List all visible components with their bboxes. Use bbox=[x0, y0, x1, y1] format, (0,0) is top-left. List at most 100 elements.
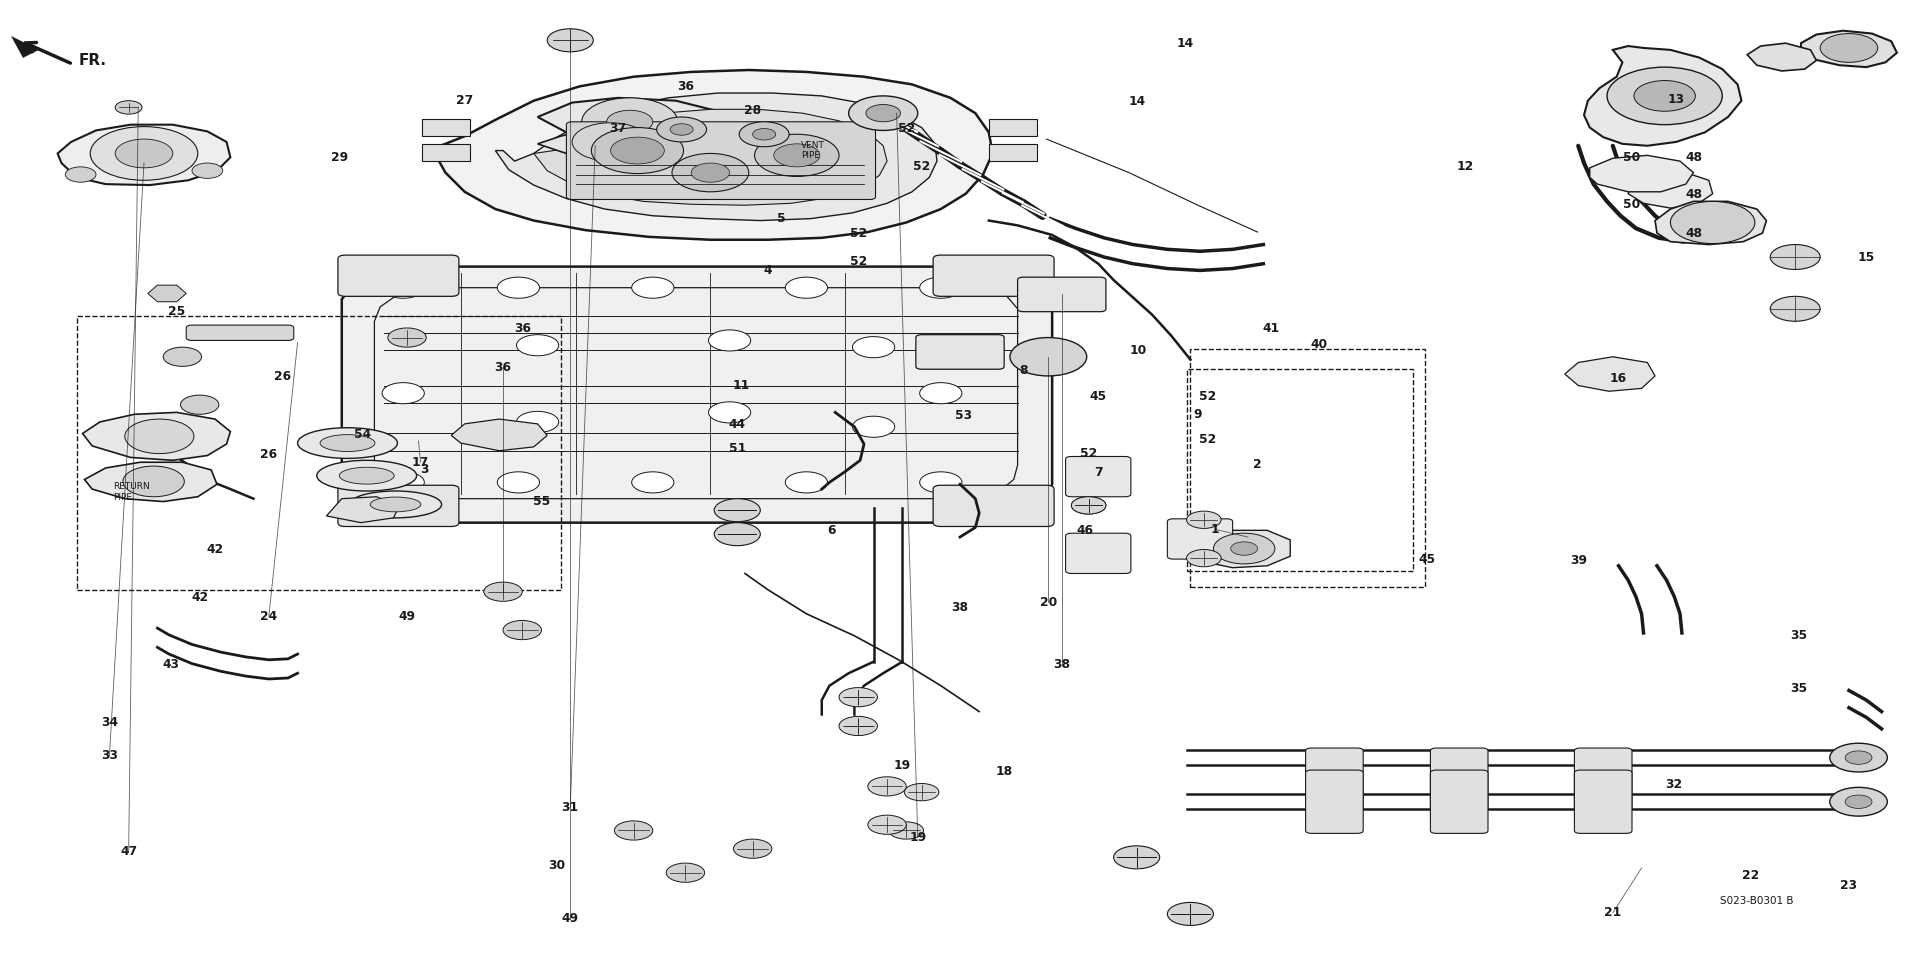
Text: 8: 8 bbox=[1020, 363, 1027, 377]
Text: 52: 52 bbox=[851, 226, 866, 240]
Circle shape bbox=[708, 402, 751, 423]
FancyArrowPatch shape bbox=[25, 42, 71, 63]
FancyBboxPatch shape bbox=[933, 485, 1054, 526]
Text: 3: 3 bbox=[420, 463, 428, 477]
Polygon shape bbox=[83, 412, 230, 460]
Circle shape bbox=[733, 839, 772, 858]
FancyBboxPatch shape bbox=[338, 255, 459, 296]
Bar bbox=[989, 119, 1037, 136]
Text: 26: 26 bbox=[261, 448, 276, 461]
Text: 50: 50 bbox=[1624, 198, 1640, 211]
Text: 40: 40 bbox=[1311, 338, 1327, 351]
Text: 49: 49 bbox=[399, 610, 415, 623]
FancyBboxPatch shape bbox=[1574, 748, 1632, 811]
Text: 16: 16 bbox=[1611, 372, 1626, 386]
Polygon shape bbox=[534, 109, 887, 205]
Circle shape bbox=[714, 523, 760, 546]
Circle shape bbox=[666, 863, 705, 882]
Circle shape bbox=[497, 472, 540, 493]
Text: 5: 5 bbox=[778, 212, 785, 225]
Text: RETURN
PIPE: RETURN PIPE bbox=[113, 482, 150, 502]
Text: 51: 51 bbox=[730, 442, 745, 456]
Text: 24: 24 bbox=[261, 610, 276, 623]
Circle shape bbox=[852, 416, 895, 437]
Circle shape bbox=[497, 277, 540, 298]
Ellipse shape bbox=[317, 460, 417, 491]
Polygon shape bbox=[84, 462, 217, 502]
Text: 44: 44 bbox=[730, 418, 745, 432]
Text: 25: 25 bbox=[169, 305, 184, 318]
Circle shape bbox=[1114, 846, 1160, 869]
Text: 35: 35 bbox=[1791, 682, 1807, 695]
Circle shape bbox=[774, 144, 820, 167]
Circle shape bbox=[841, 717, 876, 735]
FancyBboxPatch shape bbox=[1066, 533, 1131, 573]
Text: 35: 35 bbox=[1791, 629, 1807, 643]
Text: 55: 55 bbox=[534, 495, 549, 508]
Circle shape bbox=[572, 123, 649, 161]
Text: 49: 49 bbox=[563, 912, 578, 925]
Text: 41: 41 bbox=[1263, 322, 1279, 336]
Text: 43: 43 bbox=[163, 658, 179, 671]
Text: 26: 26 bbox=[275, 370, 290, 384]
Circle shape bbox=[714, 499, 760, 522]
Ellipse shape bbox=[340, 467, 394, 484]
Circle shape bbox=[1071, 497, 1106, 514]
Circle shape bbox=[920, 383, 962, 404]
Text: 4: 4 bbox=[764, 264, 772, 277]
Text: 6: 6 bbox=[828, 524, 835, 537]
Circle shape bbox=[382, 472, 424, 493]
Text: 33: 33 bbox=[102, 749, 117, 762]
Text: FR.: FR. bbox=[79, 53, 108, 68]
Text: 36: 36 bbox=[495, 361, 511, 374]
Circle shape bbox=[920, 472, 962, 493]
Polygon shape bbox=[58, 125, 230, 185]
Text: 15: 15 bbox=[1859, 250, 1874, 264]
Text: 52: 52 bbox=[1081, 447, 1096, 460]
Bar bbox=[989, 144, 1037, 161]
FancyBboxPatch shape bbox=[1306, 748, 1363, 811]
Circle shape bbox=[382, 383, 424, 404]
Circle shape bbox=[839, 716, 877, 736]
Polygon shape bbox=[538, 127, 676, 158]
Text: 48: 48 bbox=[1686, 188, 1701, 201]
Text: 42: 42 bbox=[207, 543, 223, 556]
Text: 46: 46 bbox=[1077, 524, 1092, 537]
Polygon shape bbox=[538, 98, 726, 144]
Circle shape bbox=[889, 822, 924, 839]
Text: 14: 14 bbox=[1177, 36, 1192, 50]
FancyBboxPatch shape bbox=[1018, 277, 1106, 312]
Polygon shape bbox=[451, 419, 547, 451]
Circle shape bbox=[1770, 296, 1820, 321]
Text: 1: 1 bbox=[1212, 523, 1219, 536]
Circle shape bbox=[852, 337, 895, 358]
Bar bbox=[422, 144, 470, 161]
Circle shape bbox=[868, 815, 906, 834]
Polygon shape bbox=[326, 497, 399, 523]
Circle shape bbox=[180, 395, 219, 414]
Polygon shape bbox=[1584, 46, 1741, 146]
Circle shape bbox=[1820, 34, 1878, 62]
Text: 31: 31 bbox=[563, 801, 578, 814]
Polygon shape bbox=[342, 267, 1052, 523]
Text: S023-B0301 B: S023-B0301 B bbox=[1720, 897, 1793, 906]
Circle shape bbox=[755, 134, 839, 176]
Circle shape bbox=[1670, 201, 1755, 244]
Circle shape bbox=[753, 129, 776, 140]
Text: 38: 38 bbox=[1054, 658, 1069, 671]
FancyBboxPatch shape bbox=[1430, 748, 1488, 811]
Text: 2: 2 bbox=[1254, 457, 1261, 471]
Circle shape bbox=[90, 127, 198, 180]
Polygon shape bbox=[148, 285, 186, 302]
Circle shape bbox=[670, 124, 693, 135]
Circle shape bbox=[1010, 338, 1087, 376]
Polygon shape bbox=[1801, 31, 1897, 67]
Circle shape bbox=[920, 277, 962, 298]
Ellipse shape bbox=[349, 491, 442, 518]
Circle shape bbox=[1167, 902, 1213, 925]
Circle shape bbox=[503, 620, 541, 640]
Circle shape bbox=[591, 128, 684, 174]
Circle shape bbox=[1845, 751, 1872, 764]
Polygon shape bbox=[432, 70, 993, 240]
Polygon shape bbox=[1628, 173, 1713, 208]
